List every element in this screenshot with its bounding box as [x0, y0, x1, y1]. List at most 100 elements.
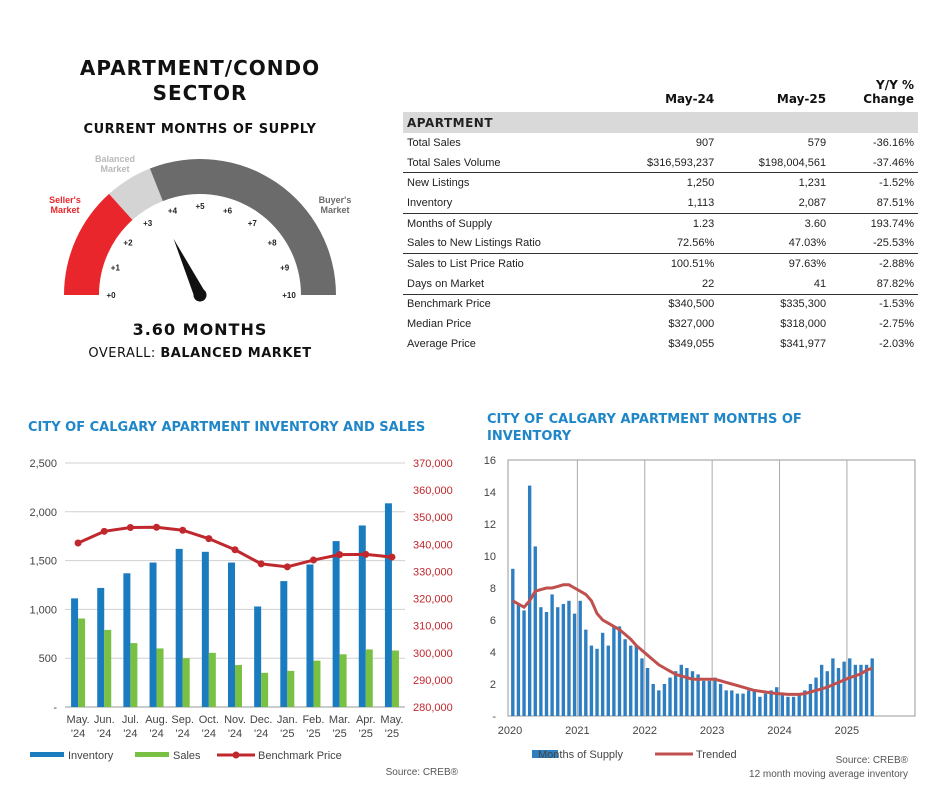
months-supply-bar	[629, 645, 633, 716]
row-yy-change: -25.53%	[830, 233, 918, 255]
row-label: Average Price	[407, 337, 476, 350]
months-supply-bar	[786, 696, 790, 716]
months-supply-bar	[870, 658, 874, 716]
sales-bar	[208, 652, 216, 707]
months-supply-bar	[539, 607, 543, 716]
months-supply-bar	[595, 648, 599, 716]
x-tick-year: '25	[359, 728, 373, 740]
legend-inventory-label: Inventory	[68, 750, 114, 762]
x-tick-label: 2020	[498, 725, 522, 737]
months-supply-bar	[572, 613, 577, 716]
row-label: New Listings	[407, 177, 470, 190]
months-supply-bar	[544, 612, 549, 716]
legend-trended-label: Trended	[696, 749, 737, 761]
y-tick-label: 12	[484, 519, 496, 531]
gauge-tick-label: +7	[248, 219, 258, 228]
gauge-zone-sellers	[64, 193, 133, 295]
months-supply-bar	[769, 690, 773, 716]
gauge-needle	[173, 238, 206, 298]
trended-line	[512, 583, 873, 696]
row-may-25: $335,300	[780, 298, 827, 311]
y-right-tick-label: 350,000	[413, 512, 453, 524]
benchmark-price-point	[74, 539, 82, 547]
legend-months-swatch	[532, 750, 558, 758]
legend-sales-label: Sales	[173, 750, 201, 762]
y-tick-label: -	[492, 711, 496, 723]
months-supply-bar	[836, 668, 841, 716]
x-tick-label: Jul.	[122, 714, 139, 726]
months-supply-bar	[578, 600, 582, 716]
x-tick-label: 2025	[835, 725, 859, 737]
x-tick-label: 2021	[565, 725, 589, 737]
months-supply-bar	[550, 594, 554, 716]
row-yy-change: -36.16%	[873, 136, 914, 149]
header-yy-change: Y/Y % Change	[830, 72, 918, 112]
inventory-bar	[254, 606, 262, 707]
chart1-source: Source: CREB®	[386, 767, 459, 778]
x-tick-label: Oct.	[199, 714, 219, 726]
benchmark-price-point	[283, 563, 291, 571]
x-tick-year: '25	[306, 728, 320, 740]
apartment-stats-table: May-24 May-25 Y/Y % Change APARTMENT Tot…	[403, 72, 918, 354]
y-left-tick-label: 500	[39, 653, 57, 665]
months-supply-bar	[702, 680, 706, 716]
months-supply-bar	[803, 690, 807, 716]
months-supply-bar	[657, 690, 661, 716]
sector-title-line2: SECTOR	[152, 81, 248, 105]
y-right-tick-label: 330,000	[413, 566, 453, 578]
months-supply-bar	[651, 684, 655, 716]
months-supply-bar	[746, 690, 751, 716]
y-tick-label: 14	[484, 487, 496, 499]
row-label: Sales to List Price Ratio	[407, 257, 524, 270]
months-supply-bar	[791, 696, 796, 716]
table-row: Inventory 1,113 2,087 87.51%	[403, 193, 918, 214]
table-row: Days on Market 22 41 87.82%	[403, 273, 918, 295]
overall-status-value: BALANCED MARKET	[160, 346, 312, 361]
row-label: Days on Market	[403, 273, 611, 295]
months-supply-bar	[825, 671, 829, 716]
months-supply-bar	[685, 668, 689, 716]
row-may-24: 22	[610, 273, 719, 295]
row-label: Total Sales	[407, 136, 461, 149]
months-supply-bar	[645, 668, 650, 716]
sales-bar	[130, 643, 138, 707]
row-yy-change: -1.52%	[879, 177, 914, 190]
table-header-row: May-24 May-25 Y/Y % Change	[403, 72, 918, 112]
supply-gauge: +0+1+2+3+4 +5 +6+7+8+9+10 Seller'sMarketBa…	[49, 154, 351, 302]
benchmark-price-point	[336, 551, 344, 559]
sales-bar	[365, 649, 373, 707]
months-supply-bar	[600, 632, 605, 716]
table-row: Median Price $327,000 $318,000 -2.75%	[403, 314, 918, 334]
y-tick-label: 4	[490, 647, 496, 659]
y-tick-label: 2	[490, 679, 496, 691]
gauge-zone-balanced	[109, 168, 163, 220]
legend-inventory-swatch	[30, 752, 64, 757]
months-supply-bar	[758, 696, 762, 716]
table-row: Benchmark Price $340,500 $335,300 -1.53%	[403, 294, 918, 314]
gauge-tick-label: +3	[143, 219, 153, 228]
gauge-tick-label: +9	[280, 263, 290, 272]
y-right-tick-label: 370,000	[413, 458, 453, 470]
row-may-24: 72.56%	[610, 233, 719, 255]
months-supply-bar	[623, 639, 627, 716]
inventory-bar	[123, 573, 131, 707]
inventory-bar	[149, 562, 157, 707]
months-supply-bar	[640, 658, 644, 716]
legend-months-label: Months of Supply	[538, 749, 623, 761]
months-supply-bar	[696, 674, 700, 716]
months-supply-bar	[617, 626, 622, 716]
gauge-tick-label: +5	[195, 202, 205, 211]
row-yy-change: -2.88%	[879, 257, 914, 270]
x-tick-label: Sep.	[171, 714, 194, 726]
gauge-tick-label: +1	[111, 263, 121, 272]
gauge-tick-label: +2	[123, 239, 133, 248]
x-tick-year: '25	[332, 728, 346, 740]
x-tick-label: Jan.	[277, 714, 298, 726]
row-yy-change: -1.53%	[879, 298, 914, 311]
overall-prefix: OVERALL:	[88, 346, 156, 361]
months-supply-bar	[561, 604, 566, 716]
table-row: Total Sales Volume $316,593,237 $198,004,5…	[403, 152, 918, 174]
table-row: Average Price $349,055 $341,977 -2.03%	[403, 334, 918, 354]
row-may-24: 1,250	[686, 177, 715, 190]
months-supply-bar	[763, 693, 768, 716]
